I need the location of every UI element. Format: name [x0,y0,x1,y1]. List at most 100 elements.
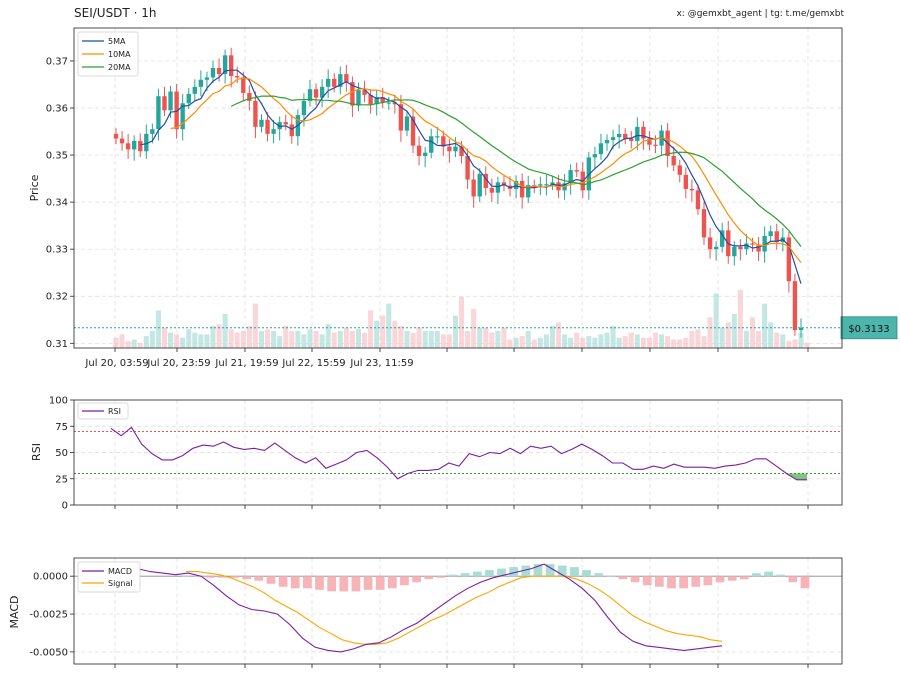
macd-legend-box [77,561,141,593]
candle-body [338,74,343,87]
macd-histogram-bar [485,570,494,577]
volume-bar [361,332,368,348]
macd-histogram-bar [606,576,616,577]
volume-bar [174,334,180,348]
candle-body [798,327,804,331]
chart-title: SEI/USDT · 1h [74,6,157,20]
volume-bar [277,336,283,348]
candle-body [204,77,210,80]
candle-body [604,140,610,144]
macd-histogram-bar [618,576,628,580]
volume-bar [228,329,234,348]
candle-body [350,82,355,106]
macd-histogram-bar [776,574,786,577]
signal-line [186,571,723,645]
candle-body [738,246,743,250]
candle-body [519,180,525,198]
volume-bar [149,330,155,348]
volume-bar [495,330,501,348]
volume-bar [410,332,416,348]
volume-bar [598,334,604,348]
macd-histogram-bar [630,576,640,583]
candle-body [477,173,482,197]
volume-bar [659,334,665,348]
ma5-line [140,69,802,284]
macd-histogram-bar [303,576,312,589]
candle-body [744,243,749,250]
volume-bar [295,330,301,348]
volume-bar [622,336,628,348]
candle-body [301,100,307,116]
volume-bar [283,325,289,348]
candle-body [453,146,458,152]
macd-histogram-bar [424,576,434,580]
volume-bar [471,308,477,348]
volume-bar [737,290,743,348]
candle-body [210,68,216,78]
candle-body [786,237,792,282]
macd-histogram-bar [691,576,701,587]
price-y-tick: 0.35 [46,151,68,162]
volume-bar [155,310,161,348]
candle-body [495,182,501,193]
volume-bar [537,337,543,348]
candle-body [253,100,258,127]
volume-bar [434,330,440,348]
volume-bar [240,330,246,348]
candle-body [756,244,761,252]
price-panel-frame [73,27,843,349]
credit-text: x: @gemxbt_agent | tg: t.me/gemxbt [676,9,844,19]
candle-body [289,124,294,137]
candle-body [168,91,173,111]
macd-histogram-bar [752,573,761,577]
volume-bar [343,327,349,348]
candle-body [422,152,428,156]
volume-bar [319,334,325,348]
macd-histogram-bar [254,576,264,581]
volume-bar [665,336,671,348]
macd-histogram-bar [654,576,664,587]
candle-body [241,77,246,93]
candle-body [198,79,204,87]
macd-histogram-bar [472,571,482,577]
price-y-tick: 0.33 [46,245,68,256]
candle-body [247,92,252,101]
volume-bar [719,327,725,348]
ma20-line [230,95,802,247]
macd-y-tick: -0.0025 [29,610,68,621]
rsi-line [110,426,807,481]
candle-body [768,231,773,236]
volume-bar [337,330,343,348]
volume-bar [768,322,774,348]
volume-bar [683,337,689,348]
candle-body [235,76,240,78]
price-y-tick: 0.36 [46,104,68,115]
price-x-tick: Jul 23, 11:59 [349,358,413,369]
macd-histogram-bar [679,576,688,589]
candle-body [259,119,264,127]
macd-histogram-bar [764,571,773,577]
candle-body [732,246,737,257]
volume-bar [204,334,210,348]
ma10-line [170,77,802,263]
volume-bar [143,336,149,348]
volume-bar [119,334,125,348]
candle-body [410,116,416,146]
volume-bar [355,329,362,348]
rsi-y-tick: 75 [55,422,68,433]
volume-bar [452,315,459,348]
macd-histogram-bar [436,576,446,578]
volume-bar [168,332,174,348]
candle-body [386,102,391,104]
macd-histogram-bar [727,576,737,581]
macd-histogram-bar [545,564,555,577]
candle-body [610,137,616,140]
volume-bar [555,322,562,348]
candle-body [647,138,652,145]
candle-body [156,96,161,130]
candle-body [513,180,519,189]
macd-histogram-bar [642,576,652,586]
volume-bar [707,317,713,348]
volume-bar [161,327,168,348]
volume-bar [258,330,265,348]
